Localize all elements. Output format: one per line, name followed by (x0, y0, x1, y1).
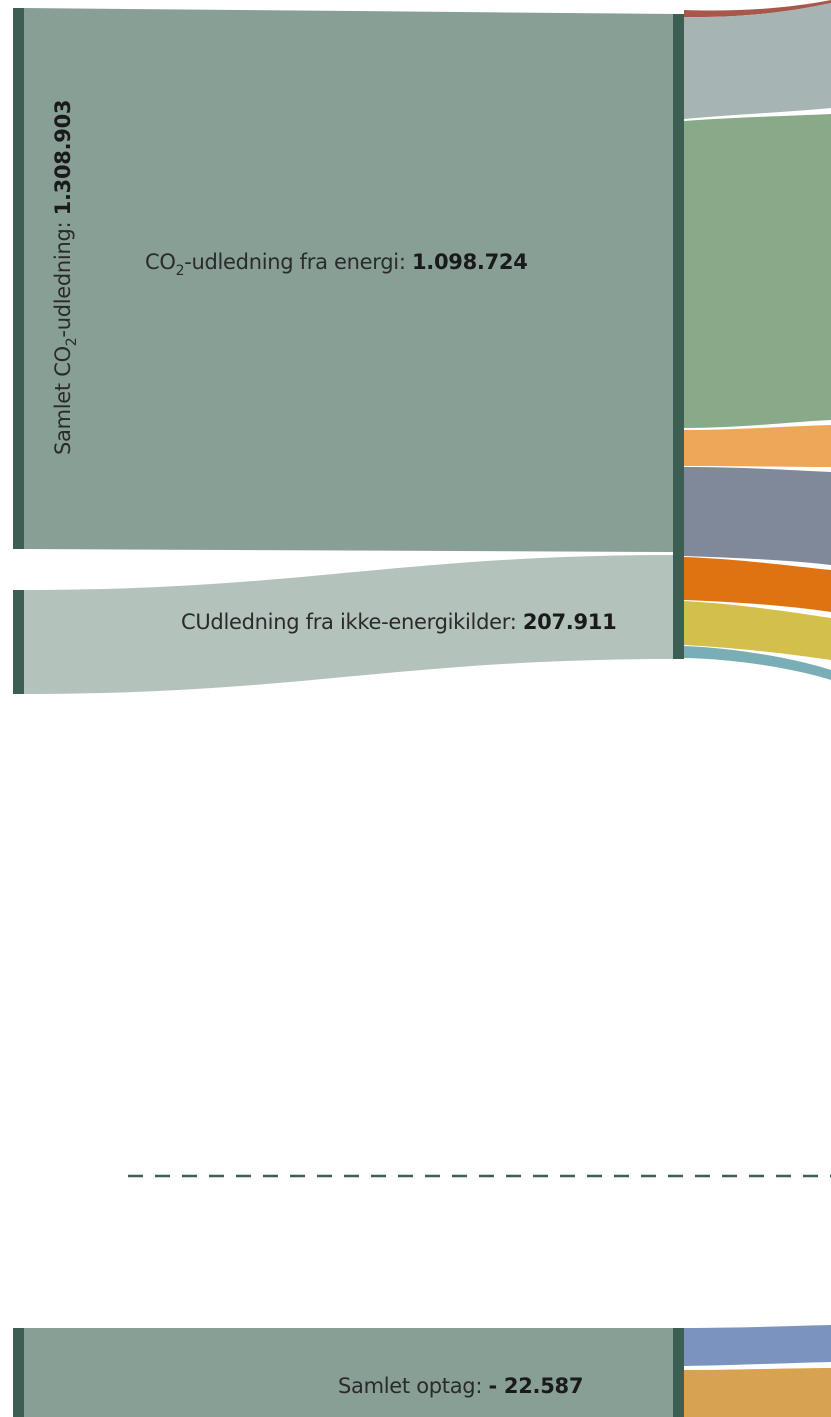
uptake-branch-orange (684, 1368, 831, 1417)
uptake-flow (24, 1328, 673, 1417)
branch-red (684, 0, 831, 18)
branch-light-orange (684, 425, 831, 467)
branch-orange (684, 557, 831, 612)
uptake-label: Samlet optag: - 22.587 (338, 1374, 583, 1398)
energy-emission-label: CO2-udledning fra energi: 1.098.724 (145, 250, 528, 279)
branch-grey-blue (684, 3, 831, 119)
non-energy-flow (24, 555, 673, 694)
uptake-branch-blue (684, 1325, 831, 1366)
total-emission-label: Samlet CO2-udledning: 1.308.903 (51, 100, 80, 455)
non-energy-node (13, 590, 24, 694)
total-emission-node (13, 8, 24, 549)
branch-teal (684, 646, 831, 680)
branch-slate (684, 467, 831, 565)
branch-yellow (684, 601, 831, 660)
branch-green (684, 114, 831, 428)
uptake-left-node (13, 1328, 24, 1417)
emission-split-node (673, 14, 684, 659)
uptake-right-node (673, 1328, 684, 1417)
energy-flow (24, 8, 673, 552)
non-energy-emission-label: CUdledning fra ikke-energikilder: 207.91… (181, 610, 616, 634)
